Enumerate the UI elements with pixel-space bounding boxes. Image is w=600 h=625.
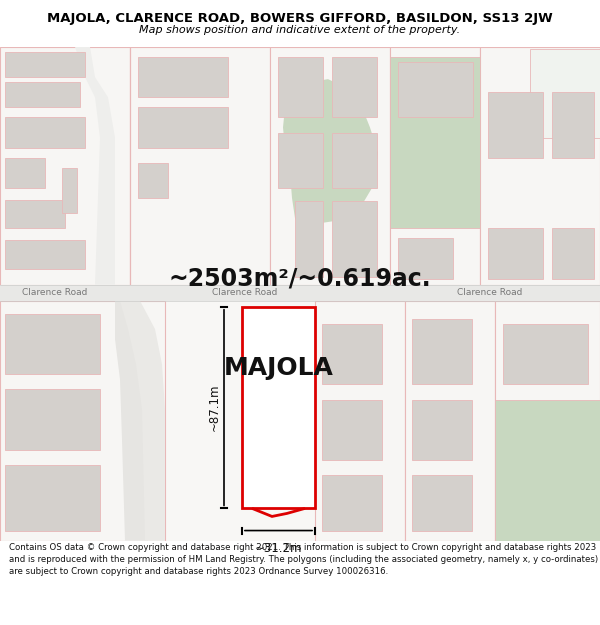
Bar: [130, 47, 270, 284]
Bar: [503, 324, 588, 384]
Bar: [5, 465, 100, 531]
Text: MAJOLA, CLARENCE ROAD, BOWERS GIFFORD, BASILDON, SS13 2JW: MAJOLA, CLARENCE ROAD, BOWERS GIFFORD, B…: [47, 12, 553, 25]
Bar: [138, 57, 228, 98]
Bar: [138, 162, 168, 198]
Bar: [0, 284, 600, 301]
Text: ~2503m²/~0.619ac.: ~2503m²/~0.619ac.: [169, 267, 431, 291]
Text: Contains OS data © Crown copyright and database right 2021. This information is : Contains OS data © Crown copyright and d…: [9, 543, 598, 576]
Bar: [495, 301, 600, 541]
Bar: [530, 49, 600, 138]
Bar: [495, 399, 600, 541]
Text: MAJOLA: MAJOLA: [224, 356, 334, 380]
Bar: [398, 62, 473, 118]
Text: ~31.2m: ~31.2m: [255, 542, 302, 554]
Bar: [322, 399, 382, 460]
Bar: [390, 57, 480, 228]
Bar: [332, 132, 377, 188]
Text: Clarence Road: Clarence Road: [22, 288, 88, 298]
Bar: [412, 319, 472, 384]
Bar: [412, 399, 472, 460]
Bar: [5, 200, 65, 228]
Bar: [138, 107, 228, 148]
Bar: [5, 389, 100, 450]
Bar: [322, 324, 382, 384]
Bar: [270, 47, 390, 284]
Bar: [0, 301, 165, 541]
Bar: [412, 475, 472, 531]
Bar: [242, 307, 315, 508]
Bar: [5, 241, 85, 269]
Bar: [398, 238, 453, 279]
Bar: [5, 118, 85, 148]
Bar: [315, 301, 405, 541]
Bar: [278, 57, 323, 118]
Bar: [488, 228, 543, 279]
Text: ~87.1m: ~87.1m: [208, 384, 221, 431]
Bar: [295, 201, 323, 277]
Bar: [5, 52, 85, 77]
Bar: [62, 168, 77, 213]
Polygon shape: [75, 47, 115, 284]
Bar: [390, 47, 480, 284]
Text: Map shows position and indicative extent of the property.: Map shows position and indicative extent…: [139, 25, 461, 35]
Bar: [5, 158, 45, 188]
Bar: [332, 201, 377, 277]
Bar: [322, 475, 382, 531]
Bar: [552, 228, 594, 279]
Polygon shape: [115, 301, 148, 541]
Polygon shape: [120, 301, 165, 541]
Bar: [5, 314, 100, 374]
Bar: [552, 92, 594, 158]
Text: Clarence Road: Clarence Road: [212, 288, 278, 298]
Bar: [480, 47, 600, 284]
Bar: [278, 132, 323, 188]
Polygon shape: [283, 79, 378, 228]
Bar: [5, 82, 80, 107]
Text: Clarence Road: Clarence Road: [457, 288, 523, 298]
Polygon shape: [0, 47, 130, 284]
Bar: [332, 57, 377, 118]
Bar: [405, 301, 495, 541]
Bar: [488, 92, 543, 158]
